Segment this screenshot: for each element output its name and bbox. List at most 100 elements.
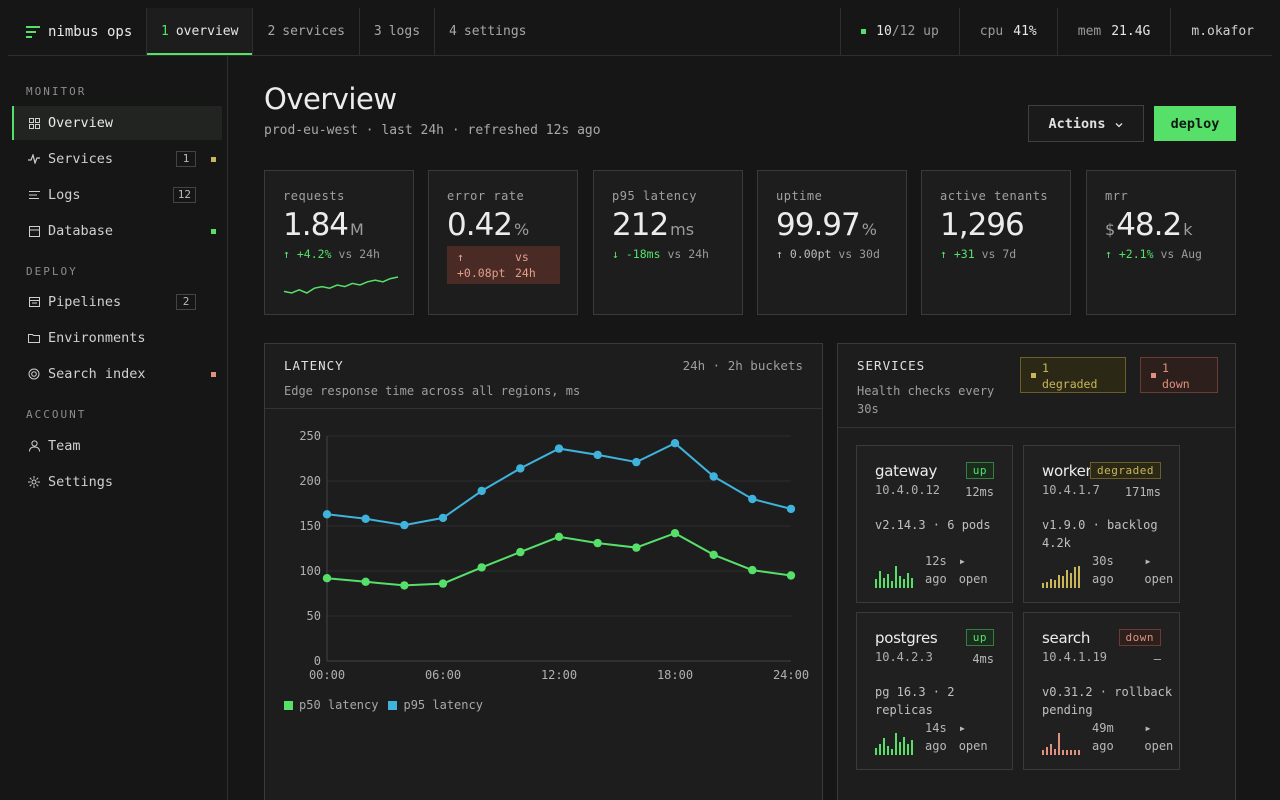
- brand[interactable]: nimbus ops: [8, 8, 146, 55]
- sidebar-item-label: Overview: [48, 115, 114, 131]
- sidebar-item-services[interactable]: Services 1: [12, 142, 222, 176]
- tab-overview[interactable]: 1 overview: [146, 8, 253, 55]
- kpi-label: error rate: [447, 189, 525, 203]
- kpi-delta-alert: ↑ vs +0.08pt 24h: [447, 246, 560, 284]
- data-point: [400, 520, 409, 530]
- open-link[interactable]: ▸ open: [1144, 554, 1174, 586]
- bar: [1066, 570, 1068, 588]
- status-badge: up: [965, 462, 994, 479]
- grid-icon: [28, 117, 40, 129]
- bar: [1050, 578, 1052, 588]
- bar: [1062, 750, 1064, 755]
- service-bars: [875, 731, 913, 755]
- last-check: 30s ago: [1092, 554, 1114, 586]
- sidebar-item-pipelines[interactable]: Pipelines 2: [12, 285, 222, 319]
- bar: [899, 742, 901, 755]
- service-card-search[interactable]: search 10.4.1.19 down — v0.31.2 · rollba…: [1023, 612, 1180, 770]
- bar: [1046, 747, 1048, 755]
- kpi-label: p95 latency: [612, 189, 697, 203]
- down-filter-pill[interactable]: 1 down: [1140, 357, 1218, 393]
- count-badge: 1: [176, 151, 196, 167]
- sidebar-item-settings[interactable]: Settings: [12, 465, 222, 499]
- kpi-value: $48.2 k: [1105, 207, 1193, 243]
- tab-services[interactable]: 2 services: [252, 8, 358, 55]
- service-card-worker[interactable]: worker 10.4.1.7 degraded 171ms v1.9.0 · …: [1023, 445, 1180, 603]
- sidebar-item-label: Team: [48, 438, 81, 454]
- sidebar-item-label: Services: [48, 151, 114, 167]
- services-up-stat[interactable]: 10/12 up: [840, 8, 959, 55]
- bar: [887, 745, 889, 755]
- sidebar-item-label: Database: [48, 223, 114, 239]
- bar: [875, 579, 877, 588]
- data-point: [786, 504, 796, 514]
- app-name: nimbus ops: [48, 23, 133, 40]
- legend-item-p95[interactable]: p95 latency: [388, 698, 483, 712]
- bar: [1074, 567, 1076, 588]
- kpi-label: mrr: [1105, 189, 1129, 203]
- data-point: [322, 574, 332, 583]
- kpi-p95-latency[interactable]: p95 latency 212 ms ↓ -18ms vs 24h: [593, 170, 743, 315]
- bar: [911, 577, 913, 588]
- kpi-delta: ↑ +2.1% vs Aug: [1105, 247, 1202, 261]
- tab-settings[interactable]: 4 settings: [434, 8, 540, 55]
- service-info: v0.31.2 · rollback pending: [1042, 685, 1173, 717]
- actions-button[interactable]: Actions: [1028, 105, 1144, 142]
- bar: [895, 733, 897, 755]
- sidebar-item-overview[interactable]: Overview: [12, 106, 222, 140]
- data-point: [322, 510, 332, 519]
- deploy-button[interactable]: deploy: [1154, 106, 1236, 141]
- y-tick-label: 0: [314, 654, 321, 668]
- kpi-requests[interactable]: requests 1.84 M ↑ +4.2% vs 24h: [264, 170, 414, 315]
- y-tick-label: 200: [299, 474, 321, 488]
- data-point: [554, 532, 564, 541]
- folder-icon: [28, 332, 40, 344]
- service-name: gateway: [875, 462, 938, 480]
- count-badge: 12: [172, 187, 196, 203]
- x-tick-label: 06:00: [425, 668, 461, 682]
- data-point: [748, 565, 757, 575]
- kpi-error-rate[interactable]: error rate 0.42% ↑ vs +0.08pt 24h: [428, 170, 578, 315]
- bar: [1042, 583, 1044, 588]
- kpi-label: uptime: [776, 189, 823, 203]
- bar: [879, 743, 881, 755]
- data-point: [632, 457, 641, 467]
- sidebar-item-team[interactable]: Team: [12, 429, 222, 463]
- x-tick-label: 00:00: [309, 668, 345, 682]
- service-latency: 4ms: [972, 652, 994, 666]
- status-dot-icon: [1031, 373, 1036, 378]
- data-point: [670, 439, 680, 448]
- sidebar-item-database[interactable]: Database: [12, 214, 222, 248]
- open-link[interactable]: ▸ open: [958, 721, 988, 753]
- service-card-postgres[interactable]: postgres 10.4.2.3 up 4ms pg 16.3 · 2 rep…: [856, 612, 1013, 770]
- service-latency: 171ms: [1124, 485, 1161, 499]
- y-tick-label: 150: [299, 519, 321, 533]
- last-check: 12s ago: [925, 554, 947, 586]
- sidebar-item-search-index[interactable]: Search index: [12, 357, 222, 391]
- section-account: ACCOUNT: [26, 408, 87, 421]
- sidebar-item-environments[interactable]: Environments: [12, 321, 222, 355]
- sidebar-item-label: Search index: [48, 366, 146, 382]
- panel-meta[interactable]: 24h · 2h buckets: [682, 358, 803, 373]
- open-link[interactable]: ▸ open: [1144, 721, 1174, 753]
- page-subtitle: prod-eu-west · last 24h · refreshed 12s …: [264, 123, 601, 138]
- user-menu[interactable]: m.okafor: [1170, 8, 1272, 55]
- data-point: [516, 464, 525, 473]
- bar: [1058, 574, 1060, 588]
- service-card-gateway[interactable]: gateway 10.4.0.12 up 12ms v2.14.3 · 6 po…: [856, 445, 1013, 603]
- services-panel: SERVICES Health checks every 30s 1 degrad…: [837, 343, 1236, 800]
- data-point: [554, 444, 564, 453]
- status-badge: degraded: [1090, 462, 1161, 479]
- sidebar-item-label: Settings: [48, 474, 114, 490]
- tab-logs[interactable]: 3 logs: [358, 8, 434, 55]
- legend-item-p50[interactable]: p50 latency: [284, 698, 378, 712]
- cpu-stat: cpu 41%: [958, 8, 1057, 55]
- page-title: Overview: [264, 82, 397, 116]
- bar: [899, 576, 901, 588]
- kpi-active-tenants[interactable]: active tenants 1,296 ↑ +31 vs 7d: [921, 170, 1071, 315]
- open-link[interactable]: ▸ open: [958, 554, 988, 586]
- kpi-uptime[interactable]: uptime 99.97% ↑ 0.00pt vs 30d: [757, 170, 907, 315]
- x-tick-label: 12:00: [541, 668, 577, 682]
- kpi-mrr[interactable]: mrr $48.2 k ↑ +2.1% vs Aug: [1086, 170, 1236, 315]
- degraded-filter-pill[interactable]: 1 degraded: [1020, 357, 1126, 393]
- sidebar-item-logs[interactable]: Logs 12: [12, 178, 222, 212]
